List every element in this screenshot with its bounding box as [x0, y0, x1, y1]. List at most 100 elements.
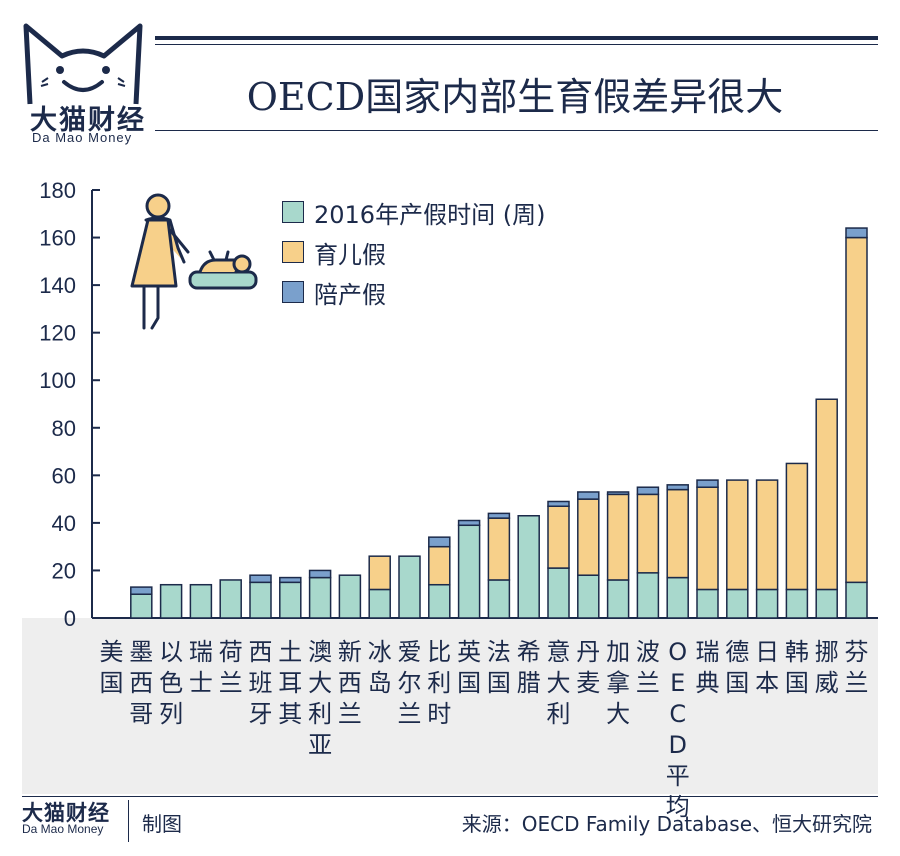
bars: [130, 227, 868, 619]
title-rule-top-thin: [155, 44, 878, 45]
bar-segment-paternity: [130, 586, 153, 595]
x-tick-label: 英国: [457, 638, 481, 697]
bar-segment-maternity: [308, 576, 332, 619]
legend: 2016年产假时间 (周) 育儿假 陪产假: [282, 192, 545, 312]
x-tick-label: 意大利: [547, 638, 571, 728]
bar-segment-paternity: [636, 486, 660, 496]
bar-segment-maternity: [368, 588, 391, 619]
legend-item-paternity: 陪产假: [282, 272, 545, 312]
bar-segment-paternity: [666, 484, 689, 491]
bar-segment-paternity: [457, 519, 481, 527]
bar-segment-parental: [815, 398, 838, 591]
y-tick-label: 80: [52, 416, 76, 441]
footer-brand-name-en: Da Mao Money: [22, 822, 104, 836]
bar-segment-maternity: [636, 572, 660, 619]
x-tick-label: 土耳其: [278, 638, 302, 728]
bar-segment-maternity: [845, 581, 868, 619]
footer-brand-name: 大猫财经: [22, 801, 110, 825]
x-tick-label: 爱尔兰: [398, 638, 422, 728]
x-tick-label: 荷兰: [219, 638, 243, 697]
bar-segment-parental: [845, 236, 868, 584]
x-tick-label: 西班牙: [249, 638, 273, 728]
bar-segment-paternity: [308, 569, 332, 579]
x-tick-label: 冰岛: [368, 638, 392, 697]
y-tick-label: 120: [39, 321, 76, 346]
legend-label-parental: 育儿假: [314, 240, 386, 269]
legend-label-paternity: 陪产假: [314, 280, 386, 309]
x-axis-labels: 美国墨西哥以色列瑞士荷兰西班牙土耳其澳大利亚新西兰冰岛爱尔兰比利时英国法国希腊意…: [100, 638, 869, 821]
cat-logo-icon: [23, 23, 143, 105]
x-tick-label: 芬兰: [845, 638, 869, 697]
bar-segment-paternity: [696, 479, 719, 488]
bar-segment-maternity: [249, 581, 272, 619]
bar-segment-maternity: [189, 583, 213, 619]
label-band: [22, 618, 878, 794]
bar-segment-maternity: [487, 579, 511, 619]
page-title: OECD国家内部生育假差异很大: [246, 75, 784, 119]
bar-segment-paternity: [487, 512, 511, 519]
bar-segment-parental: [547, 505, 570, 569]
bar-segment-parental: [428, 545, 451, 586]
x-tick-label: 挪威: [815, 638, 839, 697]
bar-segment-maternity: [696, 588, 719, 619]
bar-segment-maternity: [159, 583, 183, 619]
bar-segment-maternity: [815, 588, 838, 619]
bar-segment-maternity: [785, 588, 809, 619]
bar-segment-parental: [755, 479, 779, 591]
brand-name: 大猫财经: [30, 105, 146, 136]
bar-segment-maternity: [606, 579, 630, 619]
x-tick-label: 美国: [100, 638, 124, 697]
bar-segment-maternity: [457, 524, 481, 619]
bar-segment-paternity: [577, 491, 600, 500]
y-tick-label: 180: [39, 178, 76, 203]
y-tick-label: 0: [64, 606, 76, 631]
footer-made: 制图: [142, 812, 182, 836]
legend-item-maternity: 2016年产假时间 (周): [282, 192, 545, 232]
bar-segment-paternity: [606, 491, 630, 496]
x-tick-label: 丹麦: [576, 638, 600, 697]
bar-segment-parental: [726, 479, 749, 591]
bar-segment-parental: [785, 462, 809, 591]
legend-swatch-paternity: [282, 281, 304, 303]
bar-segment-parental: [666, 488, 689, 579]
bar-segment-parental: [696, 486, 719, 591]
x-tick-label: 新西兰: [338, 638, 362, 728]
bar-segment-maternity: [428, 583, 451, 619]
y-tick-label: 60: [52, 463, 76, 488]
bar-segment-maternity: [219, 579, 242, 619]
title-rule-top: [155, 36, 878, 40]
x-tick-label: 日本: [755, 638, 779, 697]
bar-segment-paternity: [547, 500, 570, 507]
legend-swatch-maternity: [282, 201, 304, 223]
bar-segment-maternity: [398, 555, 421, 619]
x-tick-label: 法国: [487, 638, 511, 697]
y-tick-label: 160: [39, 226, 76, 251]
bar-segment-parental: [487, 517, 511, 581]
bar-segment-maternity: [130, 593, 153, 619]
x-tick-label: 韩国: [785, 638, 809, 697]
bar-segment-maternity: [279, 581, 302, 619]
bar-segment-maternity: [547, 567, 570, 619]
footer-separator: [128, 800, 129, 842]
x-tick-label: O E C D 平均: [666, 638, 690, 821]
bar-segment-maternity: [726, 588, 749, 619]
legend-item-parental: 育儿假: [282, 232, 545, 272]
bar-segment-maternity: [755, 588, 779, 619]
bar-segment-parental: [368, 555, 391, 591]
title-rule-bottom: [155, 130, 878, 131]
footer-source: 来源：OECD Family Database、恒大研究院: [461, 812, 872, 836]
bar-segment-maternity: [517, 515, 540, 619]
bar-segment-parental: [577, 498, 600, 576]
x-tick-label: 波兰: [636, 638, 660, 697]
brand-name-en: Da Mao Money: [32, 130, 133, 145]
x-tick-label: 比利时: [427, 638, 451, 728]
mother-baby-illustration: [130, 193, 258, 330]
x-tick-label: 墨西哥: [129, 638, 153, 728]
bar-segment-paternity: [279, 576, 302, 584]
y-tick-label: 140: [39, 273, 76, 298]
footer-rule: [22, 796, 878, 797]
x-tick-label: 以色列: [159, 638, 183, 728]
bar-segment-maternity: [577, 574, 600, 619]
legend-label-maternity: 2016年产假时间 (周): [314, 200, 546, 229]
